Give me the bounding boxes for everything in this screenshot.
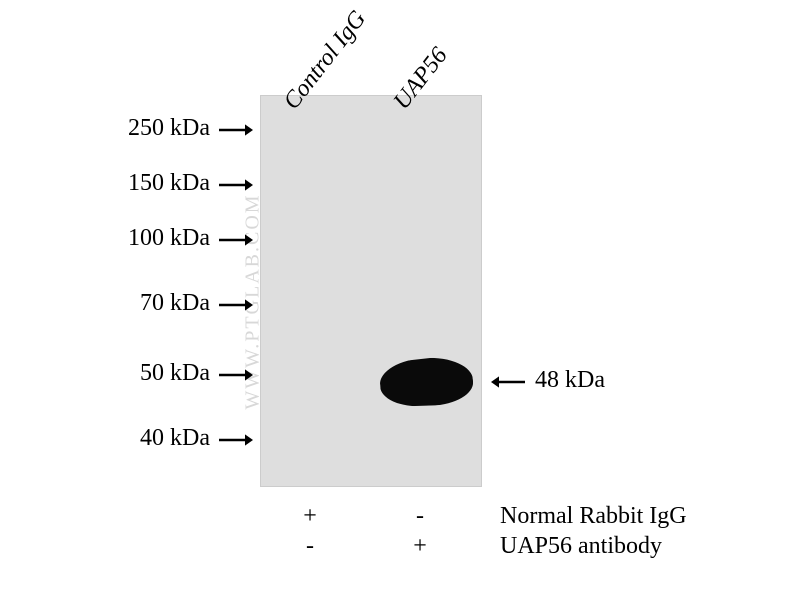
treatment-row-label: UAP56 antibody bbox=[500, 533, 662, 560]
marker-label: 250 kDa bbox=[128, 115, 210, 142]
marker-label: 70 kDa bbox=[140, 290, 210, 317]
band-arrow bbox=[490, 373, 526, 391]
treatment-cell: + bbox=[300, 503, 320, 530]
treatment-cell: - bbox=[410, 503, 430, 530]
treatment-row-label: Normal Rabbit IgG bbox=[500, 503, 687, 530]
figure-root: WWW.PTGLAB.COM 250 kDa150 kDa100 kDa70 k… bbox=[0, 0, 800, 600]
arrow-right-icon bbox=[218, 296, 254, 314]
band-size-label: 48 kDa bbox=[535, 367, 605, 394]
arrow-right-icon bbox=[218, 431, 254, 449]
treatment-cell: + bbox=[410, 533, 430, 560]
marker-label: 100 kDa bbox=[128, 225, 210, 252]
arrow-right-icon bbox=[218, 121, 254, 139]
marker-label: 150 kDa bbox=[128, 170, 210, 197]
arrow-right-icon bbox=[218, 176, 254, 194]
marker-label: 40 kDa bbox=[140, 425, 210, 452]
arrow-right-icon bbox=[218, 231, 254, 249]
treatment-cell: - bbox=[300, 533, 320, 560]
arrow-right-icon bbox=[218, 366, 254, 384]
marker-label: 50 kDa bbox=[140, 360, 210, 387]
blot-membrane bbox=[260, 95, 482, 487]
